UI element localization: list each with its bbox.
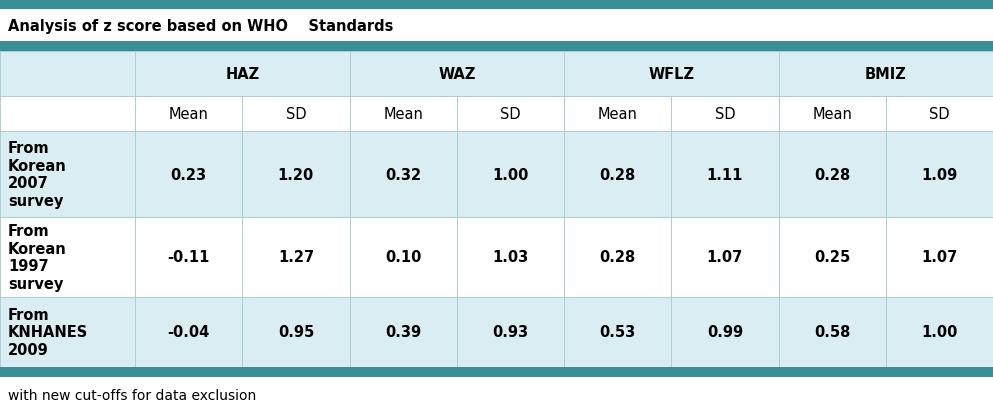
Text: 0.39: 0.39 xyxy=(385,325,421,339)
Bar xyxy=(886,97,993,132)
Text: 0.95: 0.95 xyxy=(278,325,314,339)
Bar xyxy=(0,132,135,218)
Bar xyxy=(671,132,779,218)
Bar xyxy=(0,52,135,97)
Bar xyxy=(350,218,457,297)
Bar xyxy=(350,97,457,132)
Bar xyxy=(0,377,993,413)
Bar xyxy=(886,132,993,218)
Bar xyxy=(457,218,564,297)
Bar xyxy=(0,10,993,42)
Text: 1.07: 1.07 xyxy=(922,250,957,265)
Bar xyxy=(0,367,993,377)
Text: SD: SD xyxy=(286,107,306,122)
Text: 0.28: 0.28 xyxy=(600,250,636,265)
Bar xyxy=(779,132,886,218)
Text: From
Korean
1997
survey: From Korean 1997 survey xyxy=(8,224,67,291)
Bar xyxy=(0,218,135,297)
Text: -0.04: -0.04 xyxy=(168,325,210,339)
Bar xyxy=(135,218,242,297)
Bar xyxy=(779,297,886,367)
Bar xyxy=(886,218,993,297)
Bar xyxy=(457,132,564,218)
Bar xyxy=(779,97,886,132)
Bar xyxy=(0,52,993,97)
Text: From
Korean
2007
survey: From Korean 2007 survey xyxy=(8,141,67,208)
Bar xyxy=(779,52,993,97)
Bar xyxy=(564,97,671,132)
Bar xyxy=(350,52,564,97)
Text: 1.27: 1.27 xyxy=(278,250,314,265)
Bar xyxy=(135,97,242,132)
Bar xyxy=(886,297,993,367)
Text: 0.23: 0.23 xyxy=(171,167,207,182)
Text: 1.20: 1.20 xyxy=(278,167,314,182)
Text: 1.03: 1.03 xyxy=(493,250,528,265)
Bar xyxy=(0,297,135,367)
Text: 0.28: 0.28 xyxy=(600,167,636,182)
Bar xyxy=(0,42,993,52)
Bar xyxy=(242,97,350,132)
Text: Analysis of z score based on WHO    Standards: Analysis of z score based on WHO Standar… xyxy=(8,19,393,33)
Text: 1.07: 1.07 xyxy=(707,250,743,265)
Bar xyxy=(564,297,671,367)
Text: 1.00: 1.00 xyxy=(493,167,528,182)
Text: SD: SD xyxy=(715,107,735,122)
Bar xyxy=(0,0,993,10)
Bar xyxy=(242,218,350,297)
Text: with new cut-offs for data exclusion: with new cut-offs for data exclusion xyxy=(8,388,256,402)
Text: 0.99: 0.99 xyxy=(707,325,743,339)
Text: 0.32: 0.32 xyxy=(385,167,421,182)
Text: -0.11: -0.11 xyxy=(168,250,210,265)
Bar xyxy=(457,297,564,367)
Text: WAZ: WAZ xyxy=(438,67,476,82)
Bar xyxy=(242,297,350,367)
Bar xyxy=(564,132,671,218)
Text: SD: SD xyxy=(500,107,520,122)
Bar xyxy=(671,97,779,132)
Text: HAZ: HAZ xyxy=(225,67,259,82)
Bar xyxy=(457,97,564,132)
Bar xyxy=(135,52,350,97)
Text: Mean: Mean xyxy=(812,107,852,122)
Bar xyxy=(242,132,350,218)
Bar xyxy=(135,132,242,218)
Text: 0.28: 0.28 xyxy=(814,167,850,182)
Text: 1.00: 1.00 xyxy=(922,325,957,339)
Bar xyxy=(350,132,457,218)
Bar xyxy=(564,52,779,97)
Text: WFLZ: WFLZ xyxy=(648,67,694,82)
Text: 0.10: 0.10 xyxy=(385,250,421,265)
Text: 1.11: 1.11 xyxy=(707,167,743,182)
Text: Mean: Mean xyxy=(598,107,638,122)
Text: 0.53: 0.53 xyxy=(600,325,636,339)
Bar xyxy=(671,297,779,367)
Bar xyxy=(779,218,886,297)
Text: From
KNHANES
2009: From KNHANES 2009 xyxy=(8,307,88,357)
Bar xyxy=(350,297,457,367)
Text: BMIZ: BMIZ xyxy=(865,67,907,82)
Text: 0.25: 0.25 xyxy=(814,250,850,265)
Bar xyxy=(671,218,779,297)
Text: 0.93: 0.93 xyxy=(493,325,528,339)
Text: Mean: Mean xyxy=(383,107,423,122)
Bar xyxy=(135,297,242,367)
Bar xyxy=(564,218,671,297)
Bar xyxy=(0,97,993,132)
Bar xyxy=(0,97,135,132)
Text: Mean: Mean xyxy=(169,107,209,122)
Text: 0.58: 0.58 xyxy=(814,325,850,339)
Text: SD: SD xyxy=(929,107,949,122)
Text: 1.09: 1.09 xyxy=(922,167,957,182)
